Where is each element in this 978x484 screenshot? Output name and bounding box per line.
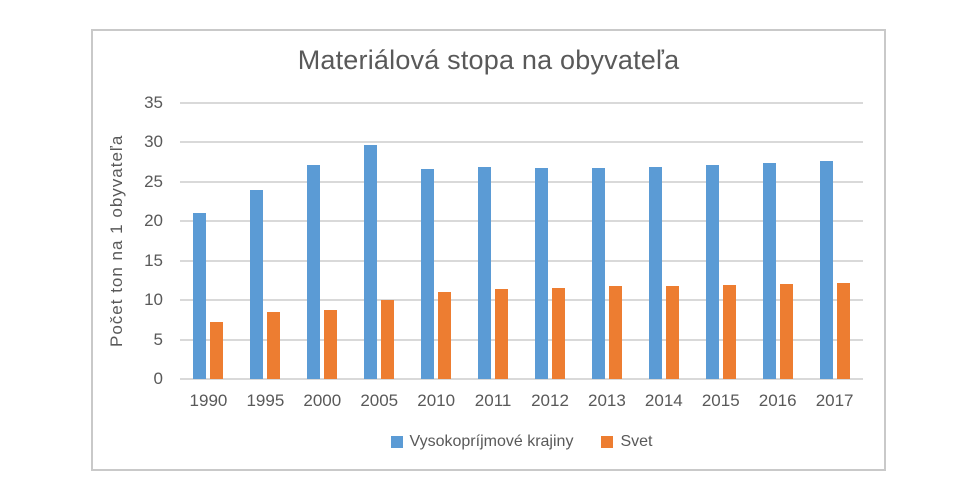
gridline-30: [180, 141, 863, 144]
bar-2016-svet: [779, 283, 793, 379]
bar-group-2014: [635, 103, 692, 379]
legend-label: Svet: [620, 433, 653, 450]
legend-marker-icon: [601, 436, 614, 448]
x-tick-label-2012: 2012: [531, 391, 569, 410]
legend-item-svet: Svet: [601, 433, 652, 451]
bar-1995-vysokopríjmové-krajiny: [250, 189, 264, 379]
bar-2015-svet: [722, 285, 736, 379]
bar-group-2013: [578, 103, 635, 379]
gridline-15: [180, 259, 863, 262]
bar-1990-svet: [210, 322, 224, 379]
bar-1995-svet: [267, 311, 281, 379]
bar-2017-svet: [836, 282, 850, 379]
x-tick-label-1990: 1990: [189, 391, 228, 410]
x-tick-label-2013: 2013: [588, 391, 626, 410]
bar-2011-svet: [495, 289, 509, 379]
plot-area: [180, 102, 863, 380]
bar-2017-vysokopríjmové-krajiny: [819, 160, 833, 379]
bar-2012-vysokopríjmové-krajiny: [534, 167, 548, 379]
x-tick-label-2010: 2010: [417, 391, 456, 410]
gridline-35: [180, 102, 863, 104]
x-axis-labels: 1990 1995 2000 2005 2010 2011 2012 2013 2014 2015…: [180, 391, 863, 411]
x-tick-label-2000: 2000: [303, 391, 342, 410]
legend: Vysokopríjmové krajiny Svet: [180, 433, 863, 451]
bar-2005-svet: [381, 300, 395, 379]
bar-group-2000: [294, 103, 351, 379]
x-tick-label-2011: 2011: [474, 391, 512, 410]
bar-group-1990: [180, 103, 237, 379]
bar-2013-svet: [608, 285, 622, 379]
x-tick-label-2017: 2017: [815, 391, 854, 410]
chart-title: Materiálová stopa na obyvateľa: [297, 45, 680, 75]
bar-series-area: [180, 103, 863, 379]
gridline-0: [180, 378, 863, 380]
gridline-10: [180, 299, 863, 302]
bar-1990-vysokopríjmové-krajiny: [193, 212, 207, 379]
bar-2000-vysokopríjmové-krajiny: [307, 164, 321, 379]
x-tick-label-2016: 2016: [758, 391, 797, 410]
legend-item-vysokopríjmové-krajiny: Vysokopríjmové krajiny: [390, 433, 574, 451]
y-tick-label-10: 10: [144, 290, 163, 310]
chart-container: Materiálová stopa na obyvateľa Počet ton…: [91, 29, 886, 471]
bar-group-2016: [749, 103, 806, 379]
y-axis-ticks: 0 5 10 15 20 25 30 35: [93, 93, 163, 388]
y-tick-label-5: 5: [153, 329, 163, 349]
bar-2013-vysokopríjmové-krajiny: [591, 167, 605, 379]
x-tick-label-2014: 2014: [644, 391, 683, 410]
bar-2010-vysokopríjmové-krajiny: [421, 169, 435, 379]
bar-2014-vysokopríjmové-krajiny: [648, 166, 662, 379]
y-tick-label-35: 35: [144, 93, 163, 112]
bar-group-2010: [408, 103, 465, 379]
bar-2015-vysokopríjmové-krajiny: [705, 165, 719, 379]
bar-group-2011: [465, 103, 522, 379]
gridline-25: [180, 180, 863, 183]
gridline-5: [180, 338, 863, 341]
bar-group-1995: [237, 103, 294, 379]
x-tick-label-1995: 1995: [246, 391, 285, 410]
y-tick-label-20: 20: [144, 211, 163, 231]
y-tick-label-25: 25: [144, 171, 163, 191]
y-tick-label-30: 30: [144, 132, 163, 152]
bar-2000-svet: [324, 309, 338, 379]
gridline-20: [180, 220, 863, 223]
bar-2016-vysokopríjmové-krajiny: [762, 162, 776, 379]
legend-marker-icon: [390, 436, 403, 448]
bar-2014-svet: [665, 285, 679, 379]
bar-2012-svet: [551, 287, 565, 379]
y-tick-label-15: 15: [144, 250, 163, 270]
bar-group-2015: [692, 103, 749, 379]
bar-group-2012: [522, 103, 579, 379]
legend-label: Vysokopríjmové krajiny: [409, 433, 574, 450]
bar-2005-vysokopríjmové-krajiny: [364, 144, 378, 379]
bar-2010-svet: [438, 292, 452, 379]
y-tick-label-0: 0: [153, 369, 163, 388]
bar-group-2017: [806, 103, 863, 379]
bar-2011-vysokopríjmové-krajiny: [478, 166, 492, 379]
x-tick-label-2005: 2005: [360, 391, 399, 410]
bar-group-2005: [351, 103, 408, 379]
x-tick-label-2015: 2015: [701, 391, 740, 410]
